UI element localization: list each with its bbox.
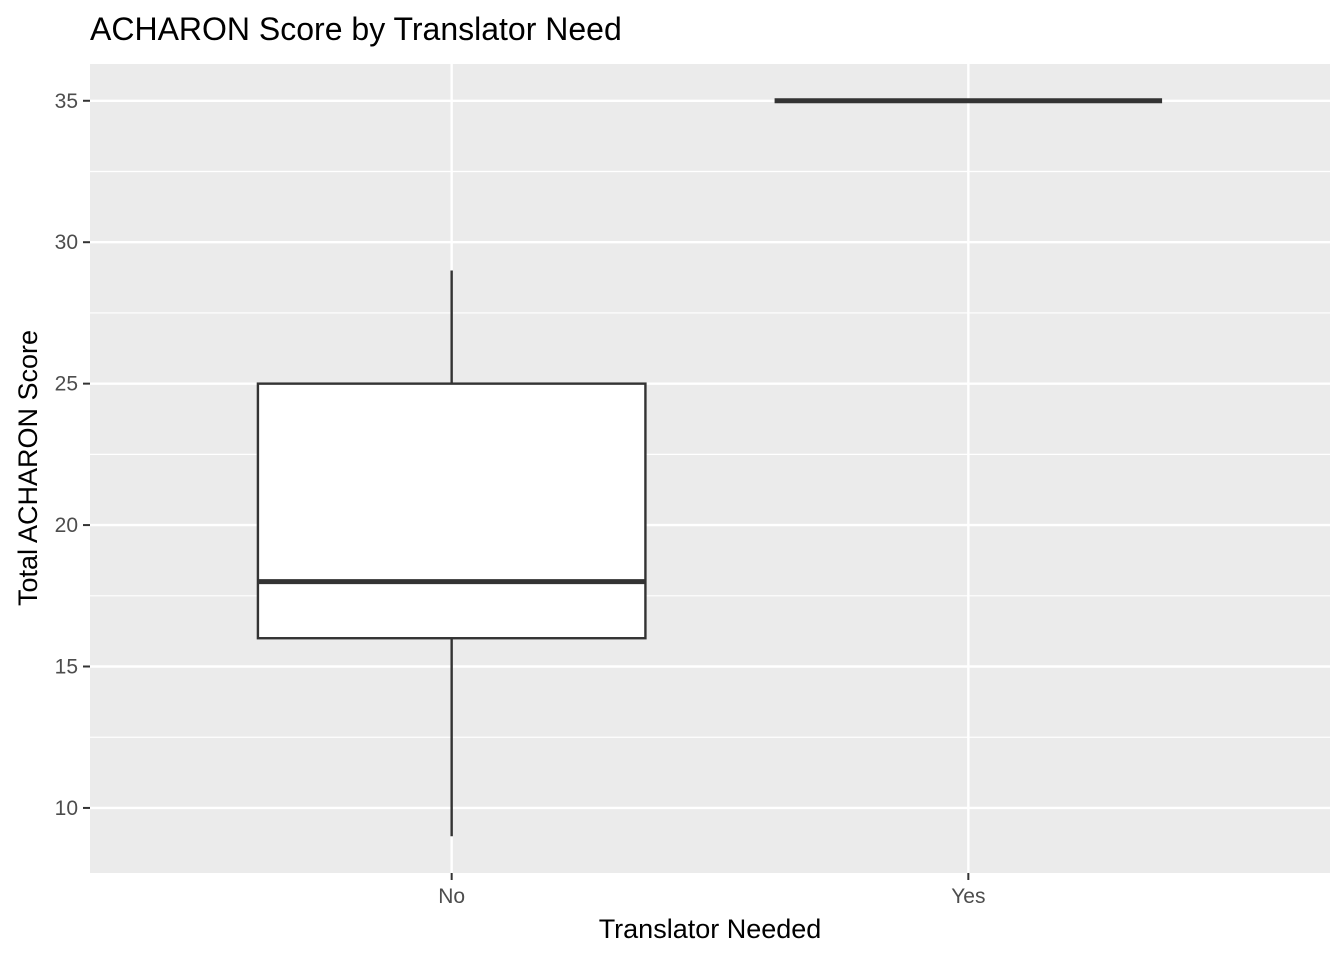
x-tick-label: No [438,885,465,908]
x-tick-label: Yes [951,885,985,908]
y-tick-label: 25 [55,373,78,396]
y-axis: 10 15 20 25 30 35 [55,90,90,820]
x-axis-title: Translator Needed [599,914,822,944]
box-iqr [256,382,647,640]
y-tick-label: 15 [55,656,78,679]
y-tick-label: 35 [55,90,78,113]
chart-title: ACHARON Score by Translator Need [90,11,622,47]
y-axis-title: Total ACHARON Score [13,330,43,606]
x-axis: No Yes [438,873,985,908]
y-tick-label: 20 [55,514,78,537]
y-tick-label: 30 [55,231,78,254]
box-no [256,270,647,837]
y-tick-label: 10 [55,797,78,820]
boxes-layer [256,98,1163,837]
